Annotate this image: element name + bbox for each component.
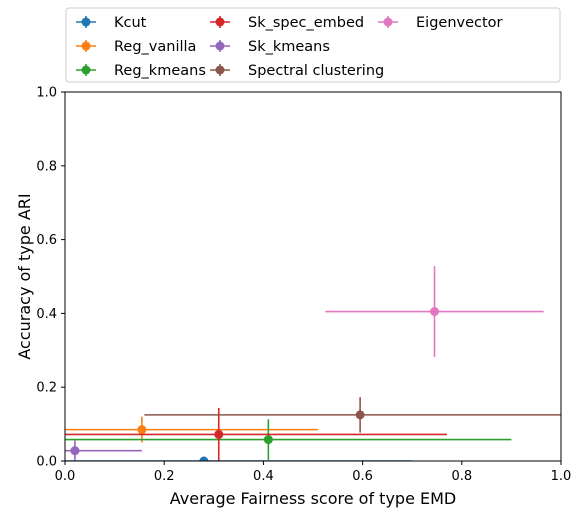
data-point [263, 435, 273, 445]
legend-item: Reg_vanilla [76, 39, 196, 55]
data-point [70, 446, 80, 456]
plot-frame [64, 91, 562, 462]
legend-label: Spectral clustering [248, 63, 384, 79]
y-tick-label: 1.0 [36, 86, 57, 101]
legend-marker [81, 65, 91, 75]
x-tick-label: 0.4 [253, 469, 274, 484]
series-sk-spec-embed [65, 407, 447, 461]
y-axis-label: Accuracy of type ARI [15, 193, 34, 359]
x-ticks: 0.0 0.2 0.4 0.6 0.8 1.0 [55, 461, 572, 484]
legend-item: Sk_kmeans [210, 39, 330, 55]
series-layer [65, 266, 561, 461]
legend-marker [383, 17, 393, 27]
y-tick-label: 0.6 [36, 233, 57, 248]
y-tick-label: 0.4 [36, 307, 57, 322]
data-point [214, 429, 224, 439]
legend: Kcut Reg_vanilla Reg_kmeans Sk_spec_embed Sk… [65, 7, 561, 83]
legend-marker [215, 17, 225, 27]
legend-label: Eigenvector [416, 15, 503, 31]
legend-item: Kcut [76, 15, 147, 31]
data-point [137, 425, 147, 435]
series-eigenvector [325, 266, 544, 357]
x-tick-label: 0.2 [154, 469, 175, 484]
legend-item: Eigenvector [378, 15, 503, 31]
y-tick-label: 0.0 [36, 455, 57, 470]
series-spectral-clustering [144, 397, 561, 433]
series-reg-kmeans [65, 419, 512, 460]
legend-item: Reg_kmeans [76, 63, 206, 79]
legend-marker [81, 41, 91, 51]
series-reg-vanilla [65, 416, 318, 443]
y-ticks: 0.0 0.2 0.4 0.6 0.8 1.0 [36, 86, 65, 470]
data-point [430, 307, 440, 317]
legend-label: Reg_kmeans [114, 63, 206, 79]
x-tick-label: 0.8 [451, 469, 472, 484]
legend-marker [215, 41, 225, 51]
x-axis-label: Average Fairness score of type EMD [170, 489, 456, 508]
data-point [199, 456, 209, 461]
x-tick-label: 0.0 [55, 469, 76, 484]
legend-label: Sk_kmeans [248, 39, 330, 55]
y-tick-label: 0.8 [36, 159, 57, 174]
series-kcut [65, 456, 413, 461]
y-tick-label: 0.2 [36, 381, 57, 396]
series-sk-kmeans [65, 440, 142, 461]
legend-label: Kcut [114, 15, 147, 31]
data-point [355, 410, 365, 420]
x-tick-label: 0.6 [352, 469, 373, 484]
legend-item: Spectral clustering [210, 63, 384, 79]
legend-item: Sk_spec_embed [210, 15, 364, 31]
legend-label: Reg_vanilla [114, 39, 196, 55]
legend-box [65, 7, 561, 83]
legend-marker [215, 65, 225, 75]
x-tick-label: 1.0 [551, 469, 572, 484]
legend-label: Sk_spec_embed [248, 15, 364, 31]
legend-marker [81, 17, 91, 27]
